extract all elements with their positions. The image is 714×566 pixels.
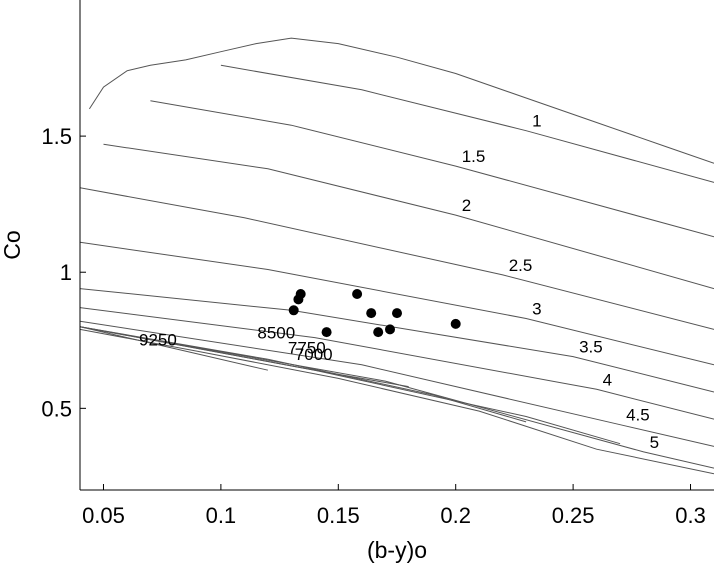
gravity-label: 5 <box>650 433 659 452</box>
gravity-label: 3 <box>532 300 541 319</box>
gravity-label: 1 <box>532 112 541 131</box>
data-points <box>288 289 461 338</box>
y-tick-label: 1 <box>60 260 72 285</box>
data-point <box>352 289 363 299</box>
data-point <box>392 308 402 319</box>
gravity-line <box>150 100 714 238</box>
gravity-line <box>80 326 714 469</box>
temperature-line <box>80 326 269 371</box>
gravity-line <box>80 187 714 330</box>
temperature-label: 7750 <box>288 338 326 357</box>
x-tick-label: 0.25 <box>552 503 595 528</box>
gravity-line <box>220 64 714 183</box>
temperature-label: 9250 <box>139 331 177 350</box>
ticks: 0.05 0.1 0.15 0.2 0.25 0.3 0.5 1 1.5 <box>41 124 705 528</box>
gravity-line <box>80 307 714 420</box>
temperature-label: 7000 <box>295 345 333 364</box>
data-point <box>373 327 384 338</box>
temperature-line <box>80 326 621 445</box>
data-point <box>450 318 461 329</box>
data-point <box>295 289 306 299</box>
gravity-line <box>80 241 714 366</box>
axes <box>79 0 714 491</box>
gravity-label: 2.5 <box>509 256 533 275</box>
gravity-label: 2 <box>462 196 471 215</box>
x-tick-label: 0.3 <box>675 503 706 528</box>
gravity-line <box>80 320 714 447</box>
model-grid <box>80 37 714 475</box>
gravity-label: 1.5 <box>462 147 486 166</box>
x-tick-label: 0.05 <box>82 503 125 528</box>
x-tick-label: 0.2 <box>440 503 471 528</box>
temperature-label: 8500 <box>257 323 295 342</box>
temperature-line <box>80 328 714 475</box>
data-point <box>366 308 377 319</box>
y-tick-label: 0.5 <box>41 396 72 421</box>
gravity-label: 4.5 <box>626 406 650 425</box>
gravity-line <box>103 143 714 290</box>
y-axis-label: Co <box>0 230 25 259</box>
data-point <box>385 324 395 335</box>
grid-envelope <box>88 37 714 164</box>
gravity-label: 3.5 <box>579 338 603 357</box>
data-point <box>321 327 332 338</box>
x-tick-label: 0.15 <box>317 503 360 528</box>
data-point <box>288 305 299 316</box>
gravity-line <box>80 288 714 393</box>
gravity-label: 4 <box>603 370 612 389</box>
x-tick-label: 0.1 <box>206 503 237 528</box>
x-axis-label: (b-y)o <box>367 537 427 563</box>
y-tick-label: 1.5 <box>41 124 72 149</box>
